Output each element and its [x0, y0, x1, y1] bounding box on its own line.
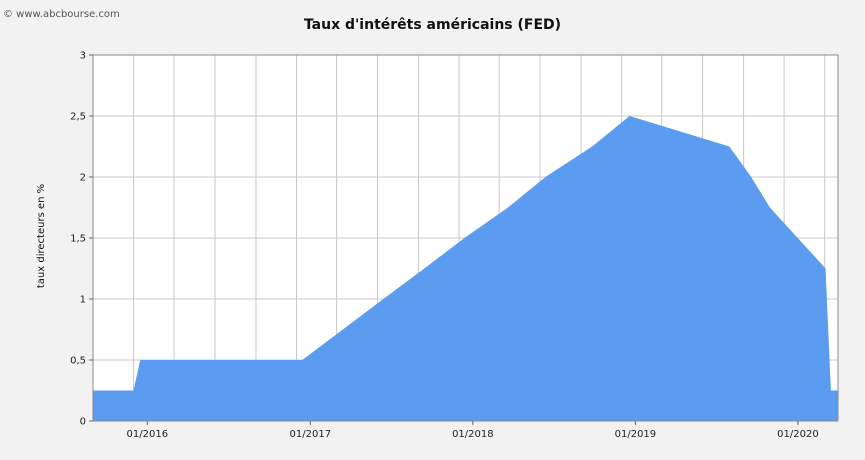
x-axis-ticks: 01/2016 01/2017 01/2018 01/2019 01/2020 [127, 421, 819, 440]
x-tick-label: 01/2016 [127, 429, 169, 440]
x-tick-label: 01/2017 [290, 429, 332, 440]
x-tick-label: 01/2018 [452, 429, 494, 440]
y-tick-label: 1,5 [70, 234, 86, 245]
chart-title: Taux d'intérêts américains (FED) [303, 17, 562, 33]
y-axis-label: taux directeurs en % [36, 184, 47, 288]
copyright-text: © www.abcbourse.com [3, 9, 120, 20]
y-tick-label: 0 [80, 417, 86, 428]
y-tick-label: 2 [80, 173, 86, 184]
x-tick-label: 01/2020 [777, 429, 819, 440]
y-tick-label: 2,5 [70, 112, 86, 123]
y-tick-label: 0,5 [70, 356, 86, 367]
y-tick-label: 1 [80, 295, 86, 306]
y-axis-ticks: 0 0,5 1 1,5 2 2,5 3 [70, 51, 93, 428]
y-tick-label: 3 [80, 51, 86, 62]
rate-area-series [93, 116, 838, 421]
x-tick-label: 01/2019 [615, 429, 657, 440]
